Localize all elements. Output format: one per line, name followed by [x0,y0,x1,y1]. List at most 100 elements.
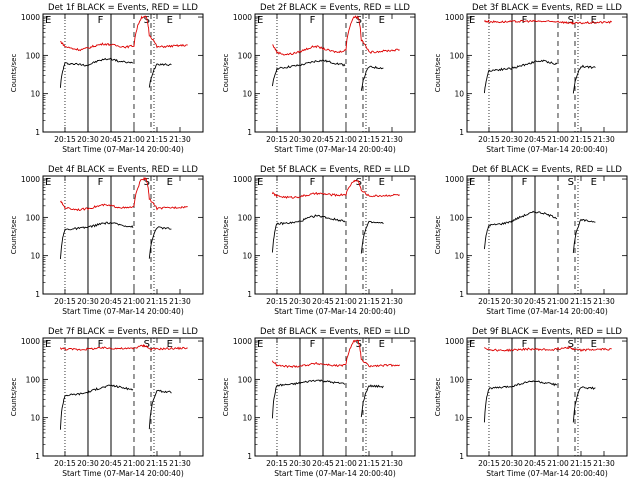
y-tick-label: 10 [454,252,464,261]
panel-title: Det 7f BLACK = Events, RED = LLD [48,327,198,337]
y-tick-label: 1 [35,290,40,299]
panel-1: Det 1f BLACK = Events, RED = LLD 1 10 100 10… [10,3,204,154]
panel-title: Det 1f BLACK = Events, RED = LLD [48,3,198,13]
marker-letter: E [45,15,51,26]
lld-series-line [484,19,612,26]
y-tick-label: 100 [26,213,41,222]
x-tick-label: 21:15 [358,297,380,306]
marker-letter: E [167,15,173,26]
y-tick-label: 1000 [21,13,40,22]
y-tick-label: 10 [242,414,252,423]
lld-series-line [484,346,612,353]
events-series-line [59,57,134,88]
panel-title: Det 4f BLACK = Events, RED = LLD [48,165,198,175]
y-tick-label: 10 [242,90,252,99]
y-tick-label: 100 [238,51,253,60]
x-tick-label: 20:30 [289,135,311,144]
x-tick-label: 20:45 [312,135,334,144]
x-tick-label: 20:45 [100,459,122,468]
marker-letter: E [257,177,263,188]
x-tick-label: 21:00 [547,459,569,468]
marker-letter: S [568,177,574,188]
x-tick-label: 21:15 [146,297,168,306]
marker-letter: F [98,15,104,26]
y-tick-label: 1 [459,128,464,137]
plot-frame [254,337,416,457]
x-tick-label: 20:45 [312,297,334,306]
y-tick-label: 10 [30,90,40,99]
events-series-line [271,214,346,253]
plot-frame [466,13,628,133]
x-tick-label: 21:00 [547,297,569,306]
x-axis-label: Start Time (07-Mar-14 20:00:40) [274,307,396,316]
panel-4: Det 4f BLACK = Events, RED = LLD 1 10 100 10… [10,165,204,316]
marker-letter: E [591,15,597,26]
panel-3: Det 3f BLACK = Events, RED = LLD 1 10 100 10… [434,3,628,154]
x-tick-label: 21:15 [358,459,380,468]
y-axis-label: Counts/sec [10,378,18,417]
marker-letter: S [144,339,150,350]
x-tick-label: 20:30 [77,459,99,468]
lld-series-line [60,15,188,52]
y-tick-label: 1000 [21,337,40,346]
marker-letter: F [522,15,528,26]
y-tick-label: 1 [459,290,464,299]
marker-letter: S [568,15,574,26]
x-tick-label: 21:30 [593,459,615,468]
x-tick-label: 20:15 [54,297,76,306]
panel-title: Det 9f BLACK = Events, RED = LLD [472,327,622,337]
x-tick-label: 21:00 [123,297,145,306]
marker-letter: E [469,339,475,350]
events-series-line [483,210,558,250]
events-series-line [148,63,172,88]
x-tick-label: 20:30 [501,459,523,468]
y-tick-label: 1000 [445,175,464,184]
x-tick-label: 20:30 [501,297,523,306]
y-tick-label: 1000 [21,175,40,184]
y-tick-label: 100 [238,213,253,222]
x-axis-label: Start Time (07-Mar-14 20:00:40) [274,469,396,478]
panel-title: Det 3f BLACK = Events, RED = LLD [472,3,622,13]
x-tick-label: 20:15 [54,459,76,468]
y-tick-label: 1000 [233,337,252,346]
x-tick-label: 21:30 [381,135,403,144]
marker-letter: E [591,177,597,188]
y-axis-label: Counts/sec [222,378,230,417]
x-tick-label: 21:30 [381,297,403,306]
plot-frame [466,337,628,457]
events-series-line [148,226,172,259]
events-series-line [360,220,384,254]
x-tick-label: 20:30 [77,297,99,306]
marker-letter: E [257,15,263,26]
marker-letter: E [379,177,385,188]
x-tick-label: 20:15 [478,459,500,468]
marker-letter: F [522,339,528,350]
plot-frame [42,175,204,295]
panel-5: Det 5f BLACK = Events, RED = LLD 1 10 100 10… [222,165,416,316]
events-series-line [59,384,134,430]
events-series-line [360,65,384,91]
x-tick-label: 21:30 [169,297,191,306]
y-tick-label: 10 [242,252,252,261]
y-tick-label: 1 [247,128,252,137]
x-tick-label: 20:15 [266,135,288,144]
x-axis-label: Start Time (07-Mar-14 20:00:40) [62,307,184,316]
x-tick-label: 21:00 [547,135,569,144]
panel-2: Det 2f BLACK = Events, RED = LLD 1 10 100 10… [222,3,416,154]
y-axis-label: Counts/sec [222,54,230,93]
x-tick-label: 21:15 [146,135,168,144]
x-tick-label: 20:45 [312,459,334,468]
y-axis-label: Counts/sec [222,216,230,255]
y-tick-label: 100 [26,51,41,60]
y-tick-label: 10 [30,252,40,261]
x-tick-label: 20:45 [524,297,546,306]
x-tick-label: 21:00 [335,297,357,306]
lld-series-line [59,343,188,351]
lld-series-line [272,15,400,56]
marker-letter: E [379,15,385,26]
y-tick-label: 10 [454,90,464,99]
panel-6: Det 6f BLACK = Events, RED = LLD 1 10 100 10… [434,165,628,316]
x-tick-label: 21:00 [335,459,357,468]
marker-letter: F [98,177,104,188]
